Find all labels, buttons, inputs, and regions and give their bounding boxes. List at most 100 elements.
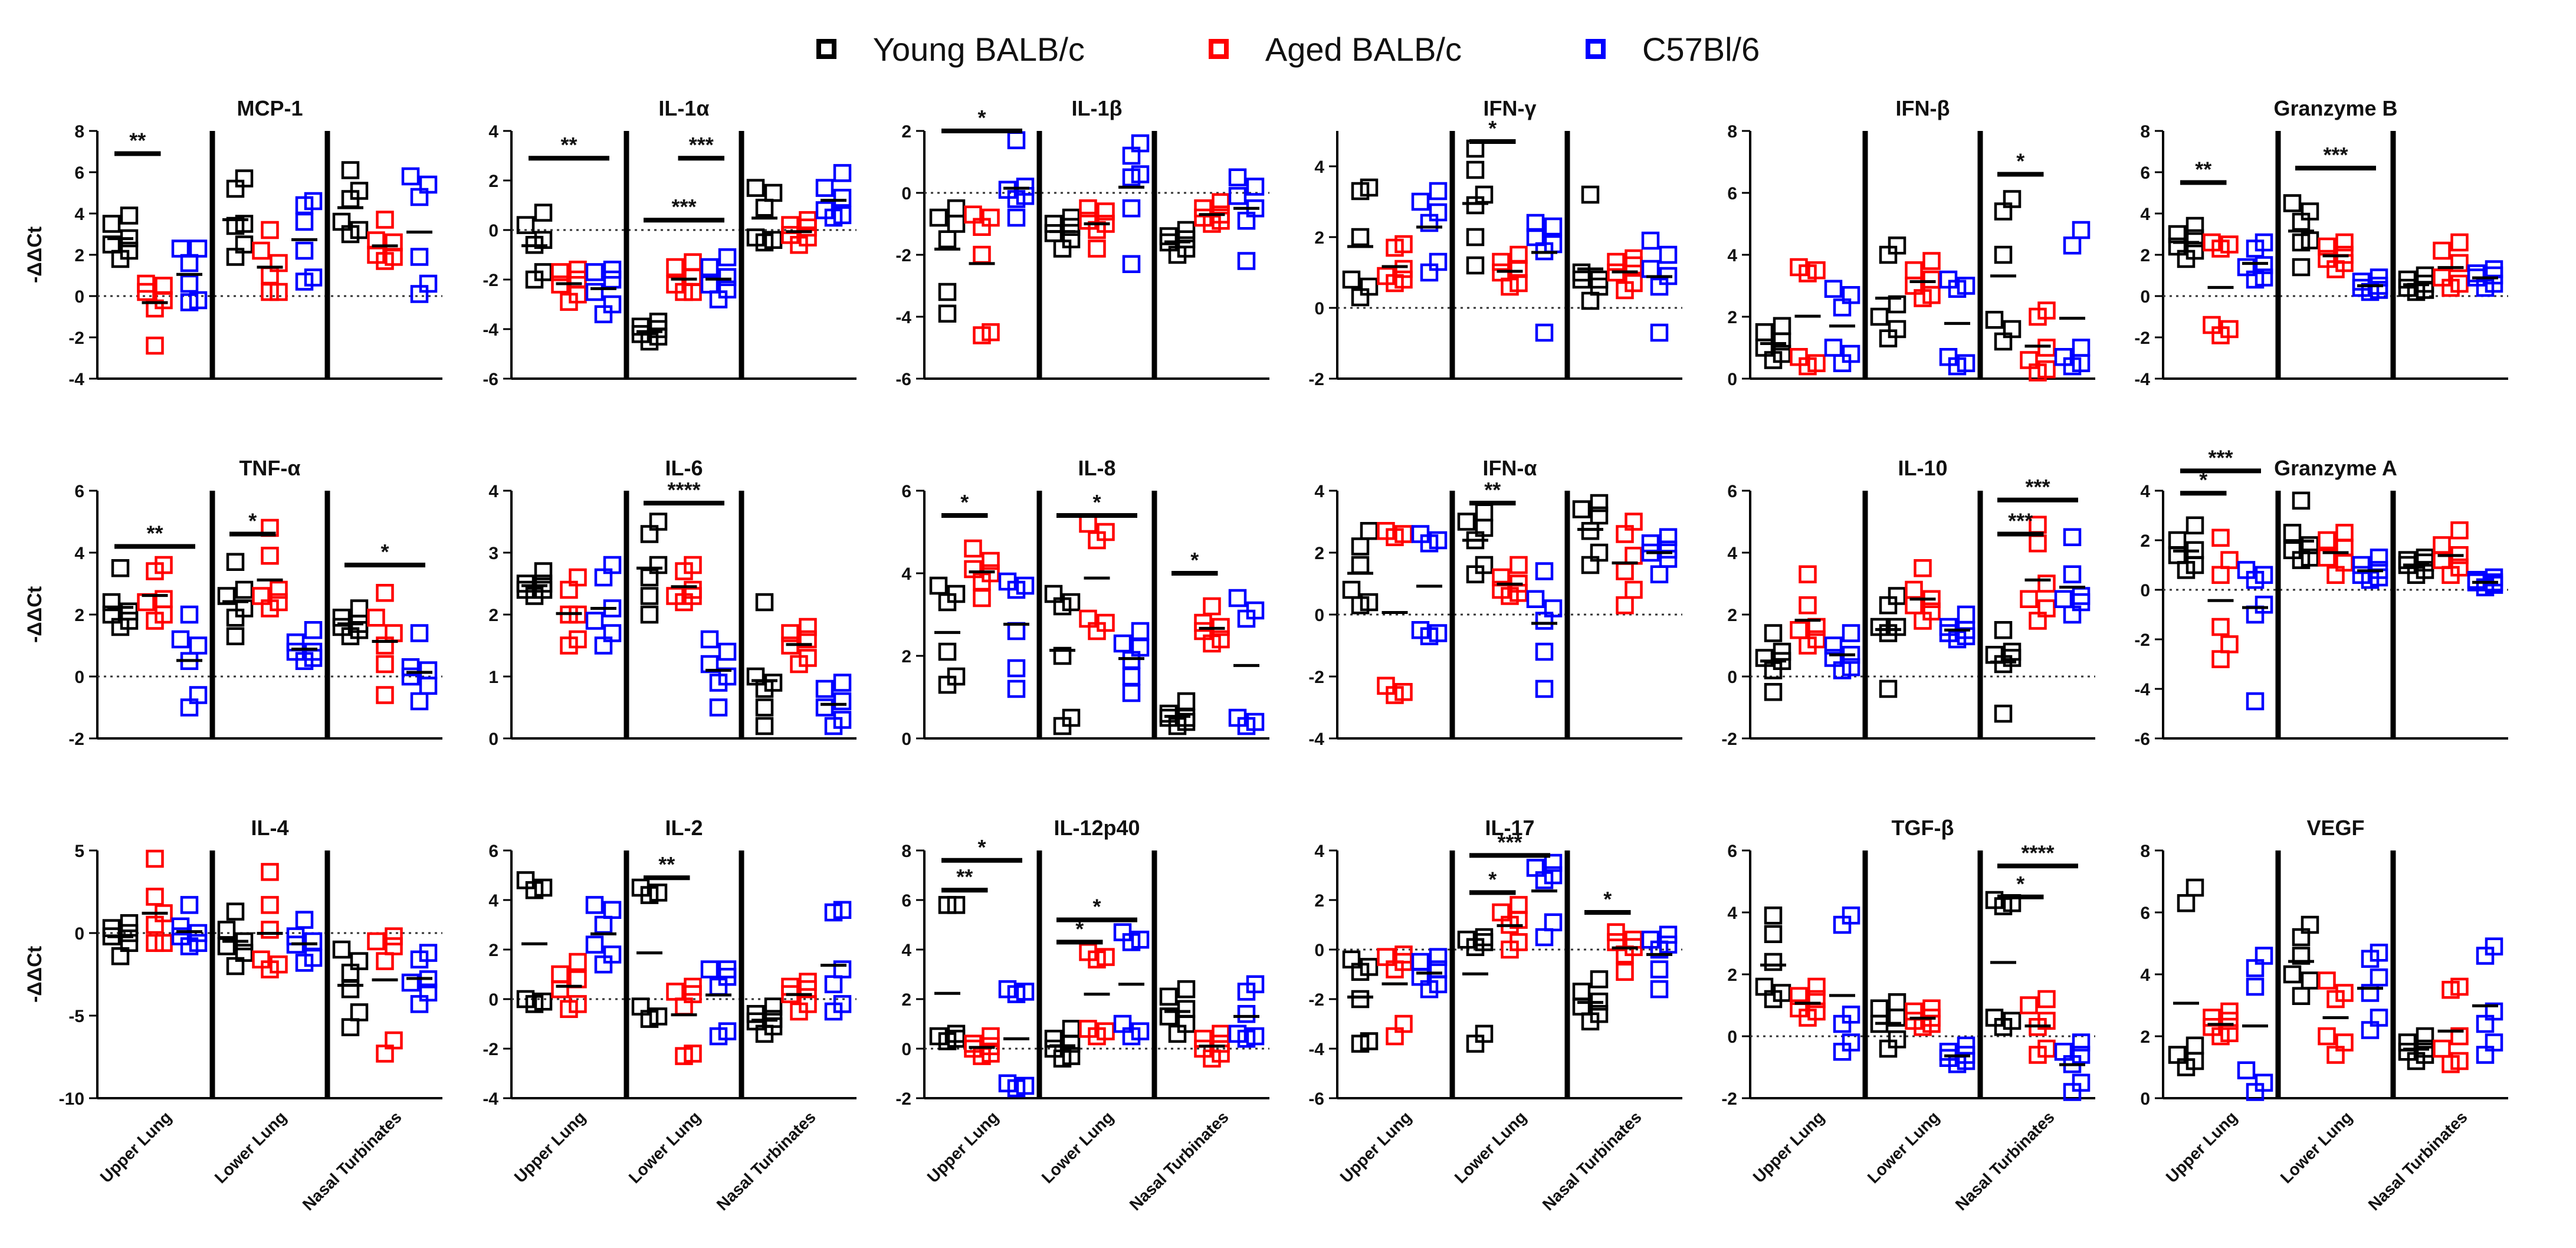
data-point-il-1- [718,268,737,287]
data-point-ifn- [1466,160,1485,179]
data-point-ifn- [1590,270,1609,289]
data-point-mcp-1 [295,212,314,231]
data-point-tgf- [1939,1049,1958,1067]
data-point-ifn- [2072,339,2091,357]
data-point-tnf- [401,667,420,686]
data-point-il-4 [295,911,314,929]
data-point-il-17 [1501,940,1519,959]
data-point-il-1- [1079,199,1097,218]
data-point-il-4 [180,896,199,914]
data-point-vegf [2186,1036,2204,1055]
data-point-il-12p40 [1016,983,1035,1001]
significance-label-il-12p40: ** [956,865,973,889]
data-point-tgf- [1870,999,1889,1017]
data-point-granzyme-a [2467,570,2486,589]
y-tick-label-il-17: 4 [1314,842,1324,861]
data-point-vegf [2177,894,2196,912]
data-point-il-4 [171,917,190,936]
data-point-mcp-1 [385,233,403,252]
y-axis-label: -ΔΔCt [24,226,46,283]
data-point-il-17 [1509,896,1528,914]
y-tick-label-tgf-: 2 [1727,965,1737,985]
data-point-il-17 [1386,960,1404,978]
data-point-granzyme-b [2370,281,2388,299]
data-point-mcp-1 [155,277,173,295]
data-point-tgf- [2072,1033,2091,1052]
data-point-il-6 [755,698,774,717]
data-point-ifn- [1650,323,1669,342]
data-point-il-8 [1053,717,1072,735]
y-tick-label-granzyme-a: 2 [2140,531,2150,551]
data-point-il-1- [684,253,702,271]
significance-label-il-12p40: * [977,835,986,859]
significance-label-il-8: * [1092,490,1101,514]
data-point-ifn- [1572,270,1591,289]
data-point-il-8 [1007,622,1026,641]
y-tick-label-il-2: 2 [488,941,498,960]
data-point-il-17 [1420,980,1439,999]
data-point-il-2 [585,896,604,914]
data-point-vegf [2476,1014,2495,1033]
data-point-il-6 [755,593,774,612]
y-tick-label-mcp-1: -2 [68,329,84,348]
y-axis-label: -ΔΔCt [24,586,46,643]
data-point-il-17 [1572,983,1591,1001]
y-tick-label-il-1-: -6 [895,370,911,389]
data-point-ifn- [1360,593,1379,612]
data-point-il-4 [261,921,279,939]
data-point-il-6 [815,698,834,717]
data-point-il-1- [1097,202,1115,221]
data-point-il-1- [1122,146,1141,165]
data-point-il-17 [1544,853,1563,872]
y-tick-label-vegf: 0 [2140,1089,2150,1109]
data-point-ifn- [1625,547,1643,565]
data-point-ifn- [1994,332,2013,351]
data-point-granzyme-a [2335,553,2354,572]
data-point-ifn- [1509,260,1528,278]
data-point-il-8 [1053,646,1072,665]
data-point-ifn- [1420,263,1439,282]
data-point-tnf- [270,580,288,599]
significance-label-mcp-1: ** [129,129,146,153]
data-point-il-1- [1159,227,1178,245]
data-point-granzyme-a [2318,549,2336,567]
y-tick-label-vegf: 8 [2140,842,2150,861]
data-point-ifn- [1509,556,1528,574]
data-point-il-4 [217,921,236,939]
data-point-il-6 [640,605,659,624]
data-point-il-10 [2054,590,2073,608]
y-tick-label-tgf-: 6 [1727,842,1737,861]
data-point-ifn- [1466,228,1485,247]
data-point-granzyme-b [2283,194,2302,212]
y-tick-label-ifn-: -2 [1308,370,1324,389]
data-point-il-1- [973,245,991,264]
data-point-granzyme-a [2416,553,2434,572]
data-point-il-12p40 [1246,1027,1265,1046]
data-point-granzyme-a [2220,635,2239,653]
y-tick-label-tgf-: 0 [1727,1027,1737,1047]
data-point-tnf- [410,692,429,711]
data-point-ifn- [1659,245,1678,264]
data-point-il-8 [1097,613,1115,632]
y-tick-label-ifn-: 2 [1727,308,1737,327]
data-point-vegf [2246,959,2265,977]
data-point-il-2 [560,1000,578,1019]
data-point-il-1- [1044,215,1063,233]
significance-label-granzyme-a: *** [2208,445,2233,469]
y-tick-label-il-1-: -2 [483,271,498,290]
panel-title-ifn-: IFN-α [1482,456,1537,480]
data-point-ifn- [2029,363,2047,382]
data-point-tnf- [304,621,323,639]
data-point-ifn- [1659,528,1678,546]
data-point-ifn- [2029,307,2047,326]
data-point-il-6 [594,568,613,587]
data-point-il-1- [799,228,817,247]
data-point-il-10 [1879,679,1898,698]
y-tick-label-ifn-: 6 [1727,184,1737,203]
data-point-il-2 [799,980,817,999]
data-point-il-1- [569,270,587,289]
panel-title-il-1-: IL-1α [658,96,709,120]
data-point-granzyme-b [2186,216,2204,235]
data-point-tnf- [376,655,394,674]
data-point-il-2 [684,985,702,1003]
